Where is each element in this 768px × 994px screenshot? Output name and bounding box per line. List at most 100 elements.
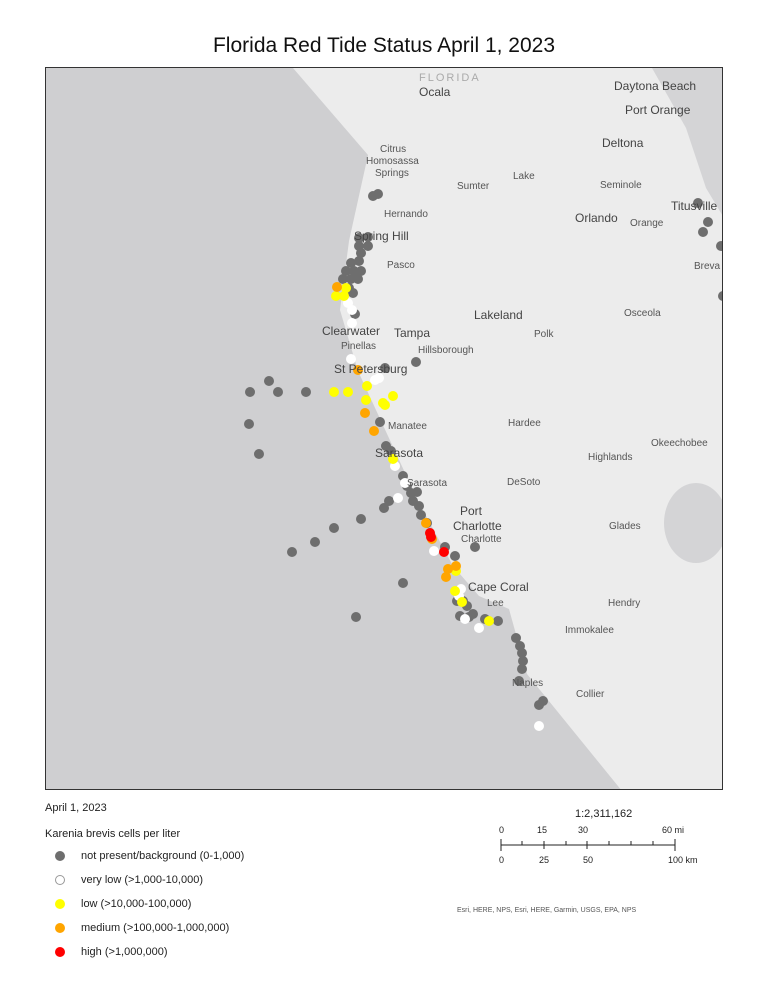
sample-point-np[interactable]	[411, 357, 421, 367]
sample-point-np[interactable]	[356, 514, 366, 524]
sample-point-np[interactable]	[412, 487, 422, 497]
sample-point-np[interactable]	[254, 449, 264, 459]
place-label: Immokalee	[565, 625, 614, 636]
sample-point-np[interactable]	[338, 274, 348, 284]
map-frame[interactable]: FLORIDA Ocala Daytona Beach Port Orange Delt…	[45, 67, 723, 790]
sample-point-np[interactable]	[353, 274, 363, 284]
sample-point-np[interactable]	[301, 387, 311, 397]
sample-point-vl[interactable]	[460, 614, 470, 624]
sample-point-lo[interactable]	[343, 387, 353, 397]
sample-point-np[interactable]	[703, 217, 713, 227]
legend-item-vl: very low (>1,000-10,000)	[55, 874, 203, 886]
sample-point-vl[interactable]	[534, 721, 544, 731]
sample-point-np[interactable]	[375, 417, 385, 427]
sample-point-lo[interactable]	[380, 400, 390, 410]
place-label: Port Orange	[625, 103, 691, 117]
sample-point-np[interactable]	[416, 510, 426, 520]
sample-point-md[interactable]	[332, 282, 342, 292]
legend-label: not present/background (0-1,000)	[81, 850, 245, 862]
sample-point-hi[interactable]	[426, 532, 436, 542]
sample-point-np[interactable]	[349, 266, 359, 276]
sample-point-np[interactable]	[414, 501, 424, 511]
sample-point-np[interactable]	[310, 537, 320, 547]
sample-point-np[interactable]	[363, 241, 373, 251]
legend-item-md: medium (>100,000-1,000,000)	[55, 922, 229, 934]
sample-point-np[interactable]	[346, 274, 356, 284]
sample-point-hi[interactable]	[439, 547, 449, 557]
sample-point-vl[interactable]	[393, 493, 403, 503]
sample-point-lo[interactable]	[361, 395, 371, 405]
sample-point-vl[interactable]	[400, 478, 410, 488]
sample-point-np[interactable]	[386, 446, 396, 456]
place-label: Sarasota	[375, 446, 424, 460]
state-label: FLORIDA	[419, 72, 481, 84]
place-label: Charlotte	[453, 519, 502, 533]
sample-point-md[interactable]	[441, 572, 451, 582]
sample-point-np[interactable]	[245, 387, 255, 397]
sample-point-np[interactable]	[468, 609, 478, 619]
sample-point-np[interactable]	[511, 633, 521, 643]
sample-point-np[interactable]	[384, 496, 394, 506]
sample-point-np[interactable]	[698, 227, 708, 237]
place-label: Palm	[721, 318, 722, 332]
sample-point-np[interactable]	[356, 266, 366, 276]
sample-point-np[interactable]	[534, 700, 544, 710]
sample-point-md[interactable]	[451, 561, 461, 571]
scale-km-0: 0	[499, 855, 505, 865]
sample-point-lo[interactable]	[362, 381, 372, 391]
sample-point-np[interactable]	[363, 232, 373, 242]
sample-point-lo[interactable]	[457, 597, 467, 607]
sample-point-lo[interactable]	[388, 391, 398, 401]
sample-point-np[interactable]	[718, 291, 723, 301]
sample-point-np[interactable]	[514, 676, 524, 686]
sample-point-md[interactable]	[421, 518, 431, 528]
sample-point-np[interactable]	[356, 248, 366, 258]
sample-point-np[interactable]	[518, 656, 528, 666]
sample-point-np[interactable]	[380, 363, 390, 373]
sample-point-vl[interactable]	[347, 318, 357, 328]
sample-point-np[interactable]	[379, 503, 389, 513]
sample-point-lo[interactable]	[450, 586, 460, 596]
sample-point-md[interactable]	[353, 365, 363, 375]
sample-point-vl[interactable]	[429, 546, 439, 556]
sample-point-np[interactable]	[354, 233, 364, 243]
sample-point-np[interactable]	[398, 578, 408, 588]
sample-point-np[interactable]	[348, 288, 358, 298]
sample-point-vl[interactable]	[374, 373, 384, 383]
sample-point-lo[interactable]	[339, 291, 349, 301]
place-label: Lee	[487, 598, 504, 609]
sample-point-np[interactable]	[493, 616, 503, 626]
sample-point-np[interactable]	[517, 648, 527, 658]
sample-point-md[interactable]	[443, 564, 453, 574]
sample-point-np[interactable]	[716, 241, 723, 251]
sample-point-np[interactable]	[244, 419, 254, 429]
sample-point-np[interactable]	[470, 542, 480, 552]
place-label: Polk	[534, 329, 554, 340]
sample-point-np[interactable]	[351, 612, 361, 622]
scale-ratio: 1:2,311,162	[575, 808, 633, 820]
sample-point-np[interactable]	[329, 523, 339, 533]
sample-point-md[interactable]	[369, 426, 379, 436]
sample-point-np[interactable]	[517, 664, 527, 674]
sample-point-np[interactable]	[264, 376, 274, 386]
sample-point-lo[interactable]	[329, 387, 339, 397]
sample-point-vl[interactable]	[347, 305, 357, 315]
sample-point-np[interactable]	[373, 189, 383, 199]
sample-point-np[interactable]	[287, 547, 297, 557]
sample-point-lo[interactable]	[484, 616, 494, 626]
sample-point-np[interactable]	[273, 387, 283, 397]
sample-point-lo[interactable]	[341, 283, 351, 293]
sample-point-lo[interactable]	[388, 454, 398, 464]
lake-okeechobee	[664, 483, 722, 563]
sample-point-np[interactable]	[354, 256, 364, 266]
place-label: Titusville	[671, 199, 718, 213]
legend-label: low (>10,000-100,000)	[81, 898, 192, 910]
sample-point-vl[interactable]	[474, 623, 484, 633]
sample-point-np[interactable]	[346, 258, 356, 268]
sample-point-vl[interactable]	[346, 354, 356, 364]
sample-point-md[interactable]	[360, 408, 370, 418]
sample-point-np[interactable]	[450, 551, 460, 561]
sample-point-np[interactable]	[693, 198, 703, 208]
sample-point-np[interactable]	[341, 266, 351, 276]
sample-point-lo[interactable]	[331, 291, 341, 301]
